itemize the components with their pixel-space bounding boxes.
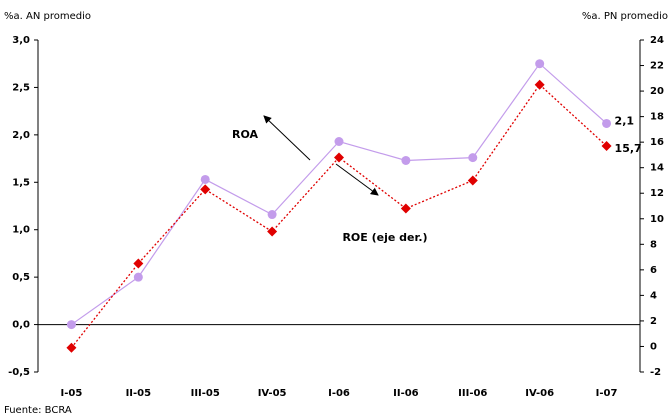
x-tick-label: II-05 xyxy=(126,388,152,399)
y2-tick-label: 20 xyxy=(650,86,664,97)
y2-tick-label: 14 xyxy=(650,163,664,174)
point xyxy=(133,258,144,269)
y-tick-label: 2,0 xyxy=(12,130,30,141)
point xyxy=(267,210,277,220)
annotation: ROE (eje der.) xyxy=(342,231,427,244)
point xyxy=(334,136,344,146)
x-tick-label: III-05 xyxy=(191,388,220,399)
source: Fuente: BCRA xyxy=(4,405,72,416)
point xyxy=(200,174,210,184)
point xyxy=(602,118,612,128)
y2-tick-label: 2 xyxy=(650,316,657,327)
y-tick-label: 1,0 xyxy=(12,225,30,236)
y-tick-label: 3,0 xyxy=(12,35,30,46)
point xyxy=(200,184,211,195)
point xyxy=(601,140,612,151)
y2-tick-label: 18 xyxy=(650,112,664,123)
point xyxy=(400,203,411,214)
y2-tick-label: 10 xyxy=(650,214,664,225)
x-tick-label: III-06 xyxy=(458,388,487,399)
y-tick-label: -0,5 xyxy=(8,367,30,378)
y2-tick-label: 22 xyxy=(650,61,664,72)
y2-tick-label: -2 xyxy=(650,367,661,378)
point xyxy=(133,272,143,282)
point xyxy=(401,155,411,165)
y-tick-label: 0,0 xyxy=(12,320,30,331)
point xyxy=(267,226,278,237)
x-tick-label: II-06 xyxy=(393,388,419,399)
annotation-arrow xyxy=(335,163,379,196)
point xyxy=(66,320,76,330)
value-label: 15,7 xyxy=(615,142,642,155)
value-label: 2,1 xyxy=(615,114,635,127)
x-tick-label: IV-05 xyxy=(258,388,287,399)
point xyxy=(535,59,545,69)
annotation-arrow xyxy=(263,115,311,161)
y2-tick-label: 8 xyxy=(650,239,657,250)
y2-tick-label: 0 xyxy=(650,341,657,352)
y-tick-label: 2,5 xyxy=(12,82,30,93)
point xyxy=(534,79,545,90)
point xyxy=(468,153,478,163)
x-tick-label: I-07 xyxy=(596,388,618,399)
x-tick-label: IV-06 xyxy=(525,388,554,399)
x-tick-label: I-05 xyxy=(61,388,83,399)
point xyxy=(334,152,344,163)
y2-axis-title: %a. PN promedio xyxy=(582,11,668,22)
y2-tick-label: 4 xyxy=(650,290,657,301)
point xyxy=(66,342,77,353)
y2-tick-label: 12 xyxy=(650,188,664,199)
series-line xyxy=(70,83,607,349)
point xyxy=(467,175,478,186)
annotation: ROA xyxy=(232,128,259,141)
y-tick-label: 0,5 xyxy=(12,272,30,283)
y2-tick-label: 16 xyxy=(650,137,664,148)
y2-tick-label: 24 xyxy=(650,35,664,46)
y2-tick-label: 6 xyxy=(650,265,657,276)
x-tick-label: I-06 xyxy=(328,388,350,399)
y-axis-title: %a. AN promedio xyxy=(4,11,91,22)
y-tick-label: 1,5 xyxy=(12,177,30,188)
